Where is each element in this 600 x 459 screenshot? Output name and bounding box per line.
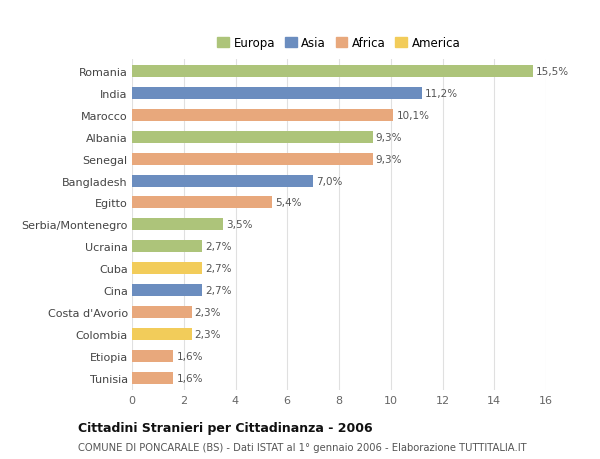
Bar (132, 66, 533, 78)
Text: 7,0%: 7,0% (316, 176, 343, 186)
Bar (132, 372, 173, 384)
Text: 3,5%: 3,5% (226, 220, 252, 230)
Text: 1,6%: 1,6% (176, 373, 203, 383)
Bar (132, 263, 202, 274)
Text: 2,7%: 2,7% (205, 263, 232, 274)
Text: 15,5%: 15,5% (536, 67, 569, 77)
Bar (132, 197, 272, 209)
Bar (132, 219, 223, 231)
Text: 2,7%: 2,7% (205, 242, 232, 252)
Text: 2,7%: 2,7% (205, 285, 232, 296)
Text: 5,4%: 5,4% (275, 198, 301, 208)
Bar (132, 328, 191, 341)
Bar (132, 350, 173, 362)
Bar (132, 109, 394, 122)
Text: 10,1%: 10,1% (397, 111, 430, 120)
Text: Cittadini Stranieri per Cittadinanza - 2006: Cittadini Stranieri per Cittadinanza - 2… (78, 421, 373, 434)
Text: 11,2%: 11,2% (425, 89, 458, 99)
Bar (132, 241, 202, 253)
Text: 2,3%: 2,3% (194, 330, 221, 339)
Legend: Europa, Asia, Africa, America: Europa, Asia, Africa, America (212, 33, 466, 55)
Bar (132, 131, 373, 143)
Text: COMUNE DI PONCARALE (BS) - Dati ISTAT al 1° gennaio 2006 - Elaborazione TUTTITAL: COMUNE DI PONCARALE (BS) - Dati ISTAT al… (78, 442, 527, 452)
Text: 9,3%: 9,3% (376, 132, 402, 142)
Bar (132, 307, 191, 319)
Bar (132, 88, 422, 100)
Text: 9,3%: 9,3% (376, 154, 402, 164)
Bar (132, 285, 202, 297)
Bar (132, 153, 373, 165)
Bar (132, 175, 313, 187)
Text: 2,3%: 2,3% (194, 308, 221, 318)
Text: 1,6%: 1,6% (176, 351, 203, 361)
